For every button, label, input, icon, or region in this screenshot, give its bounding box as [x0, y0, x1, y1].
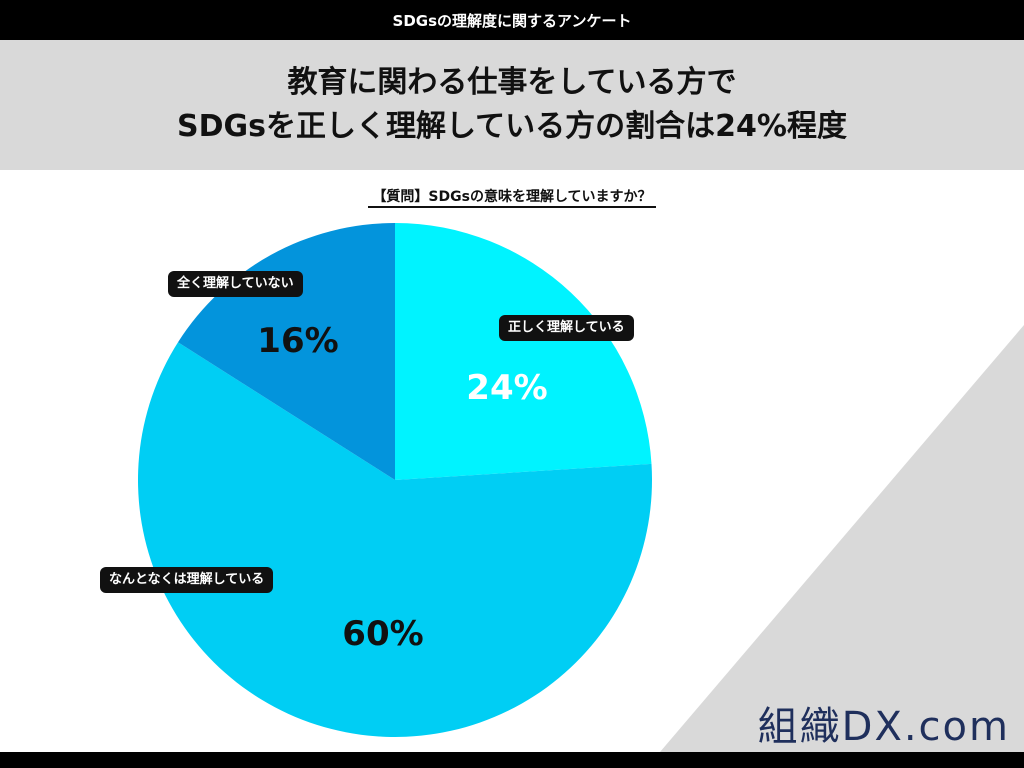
slice-label: なんとなくは理解している: [100, 567, 274, 593]
slice-percentage: 16%: [257, 321, 339, 361]
pie-slice: [395, 223, 652, 480]
question-text: 【質問】SDGsの意味を理解していますか？: [368, 189, 656, 208]
footer-bar: [0, 752, 1024, 768]
title-band: 教育に関わる仕事をしている方で SDGsを正しく理解している方の割合は24%程度: [0, 40, 1024, 170]
survey-header-bar: SDGsの理解度に関するアンケート: [0, 0, 1024, 40]
question-label: 【質問】SDGsの意味を理解していますか？: [0, 186, 1024, 208]
title-line-2: SDGsを正しく理解している方の割合は24%程度: [177, 109, 847, 144]
title-line-1: 教育に関わる仕事をしている方で: [287, 65, 737, 100]
pie-slice: [138, 342, 652, 737]
survey-header-text: SDGsの理解度に関するアンケート: [392, 11, 632, 30]
slice-percentage: 24%: [466, 368, 548, 408]
slice-label: 正しく理解している: [499, 315, 634, 341]
slice-percentage: 60%: [342, 614, 424, 654]
slice-label: 全く理解していない: [168, 271, 303, 297]
brand-logo: 組織DX.com: [757, 704, 1010, 750]
